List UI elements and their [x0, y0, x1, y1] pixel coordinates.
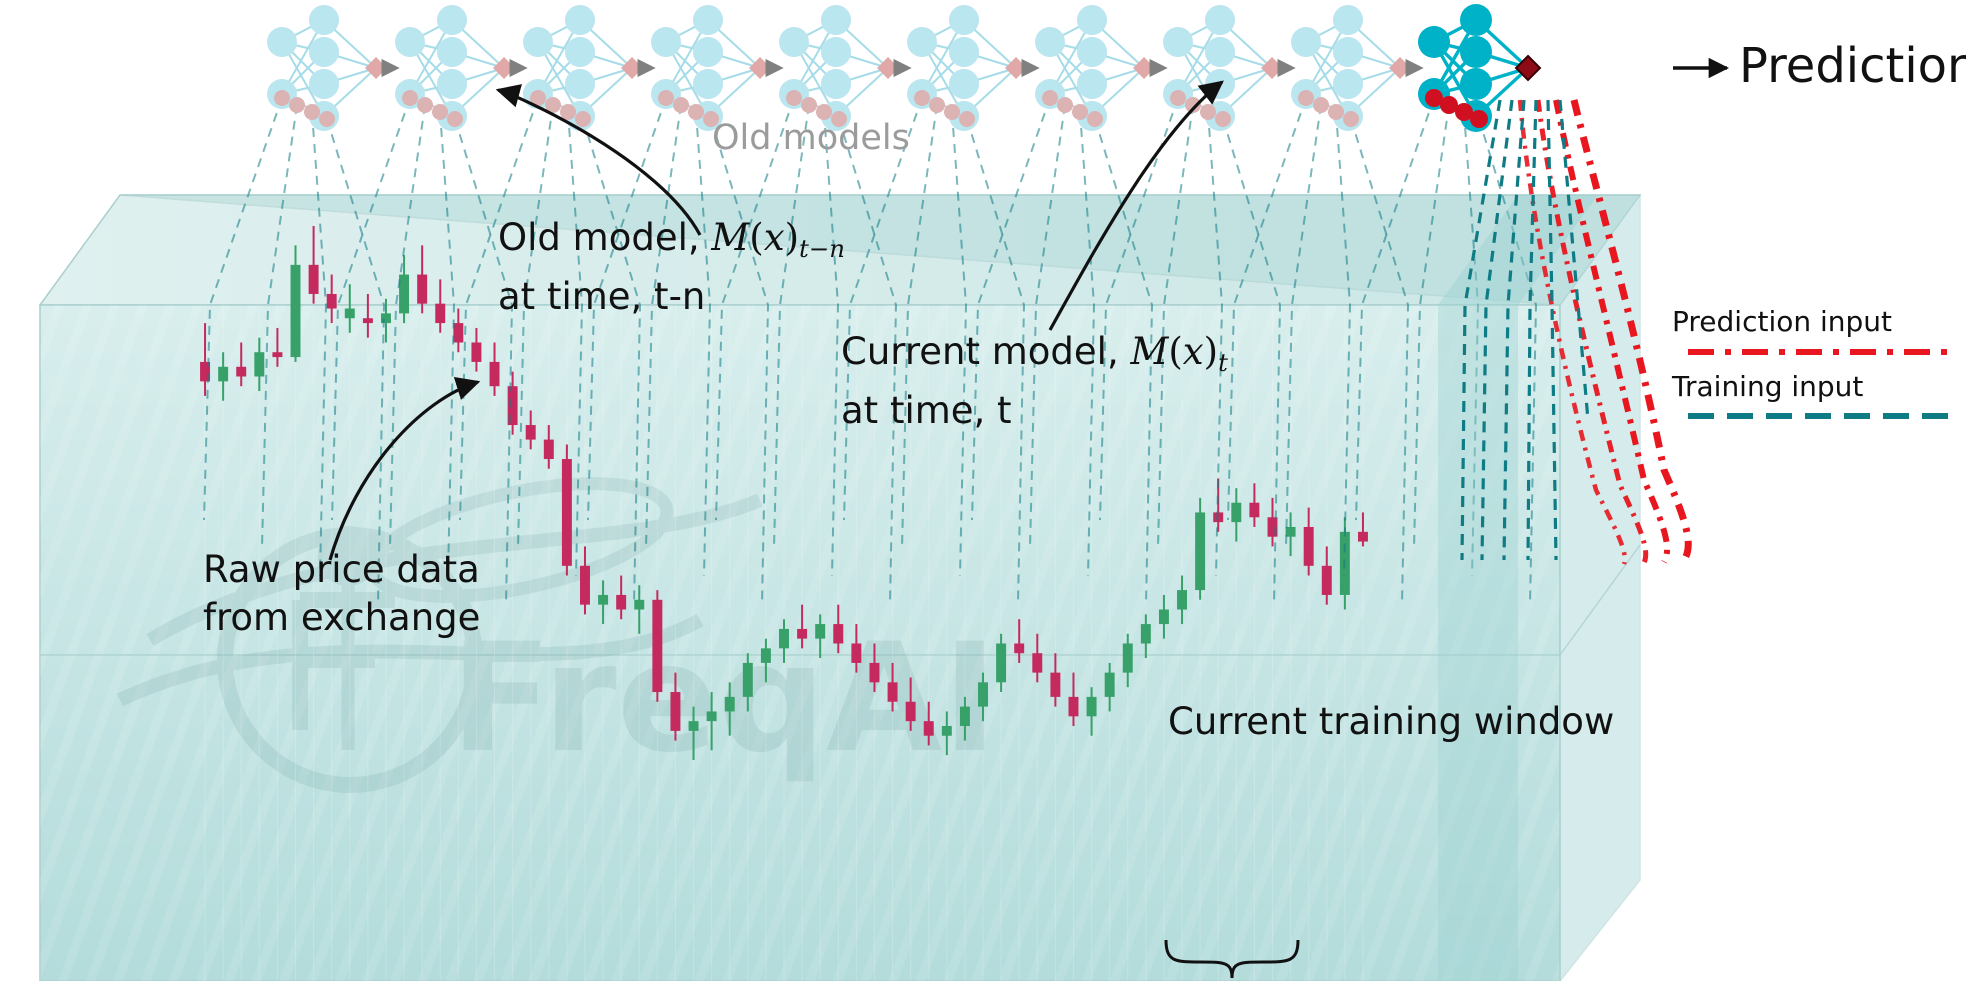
training-window-brace [1164, 939, 1300, 979]
raw-price-annotation: Raw price data from exchange [203, 548, 480, 640]
candlestick-series [200, 226, 1368, 981]
old-model-annotation: Old model, M(x)t−n at time, t-n [498, 216, 845, 319]
current-model-text-prefix: Current model, [841, 330, 1131, 373]
old-model-time-line: at time, t-n [498, 274, 706, 318]
old-model-annotation-arrow [495, 84, 702, 236]
current-model-annotation: Current model, M(x)t at time, t [841, 330, 1228, 433]
box-midline-right [1559, 544, 1641, 656]
freqai-watermark: FreqAI [116, 477, 998, 793]
raw-price-line-2: from exchange [203, 596, 481, 639]
svg-text:FreqAI: FreqAI [450, 612, 998, 786]
raw-price-annotation-arrow [328, 376, 481, 561]
prediction-input-curve [1517, 99, 1692, 565]
current-training-window-label: Current training window [1168, 700, 1615, 743]
current-model-time-line: at time, t [841, 388, 1012, 432]
current-model-math-arg: (x) [1168, 330, 1219, 373]
data-box-3d [38, 194, 1642, 981]
old-model-math-subscript: t−n [799, 233, 846, 263]
current-model-math-subscript: t [1218, 347, 1228, 377]
neural-networks [267, 4, 1542, 132]
current-model-annotation-arrow [1048, 80, 1224, 331]
training-input-lines [203, 97, 1538, 605]
prediction-label: Prediction [1739, 38, 1966, 94]
raw-price-line-1: Raw price data [203, 548, 480, 591]
old-model-math-fn: M [711, 216, 750, 259]
legend-label-training-input: Training input [1672, 370, 1864, 403]
box-right-face [119, 194, 1641, 981]
old-model-math-arg: (x) [749, 216, 800, 259]
box-front-hatch [40, 305, 1560, 981]
legend-label-prediction-input: Prediction input [1672, 305, 1893, 338]
current-model-math-fn: M [1130, 330, 1169, 373]
old-model-text-prefix: Old model, [498, 216, 712, 259]
old-models-label: Old models [712, 118, 910, 158]
